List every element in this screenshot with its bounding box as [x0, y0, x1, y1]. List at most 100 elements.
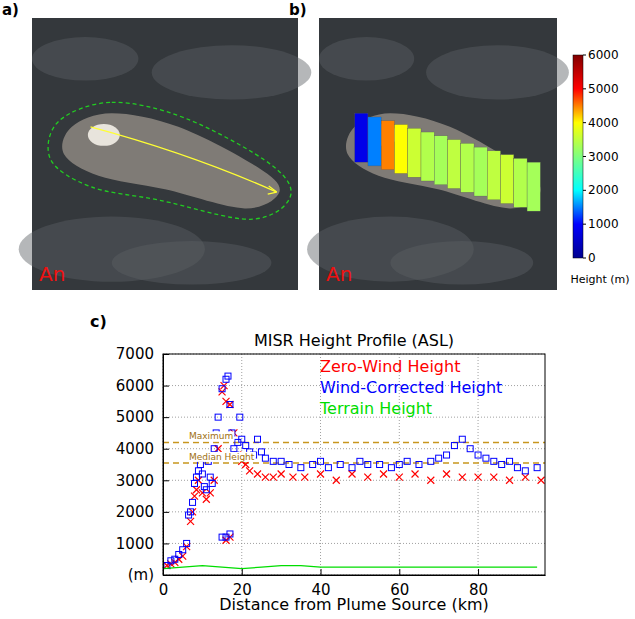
- point: [388, 465, 394, 471]
- point: [278, 470, 285, 477]
- chart-title: MISR Height Profile (ASL): [254, 331, 454, 350]
- grid: [163, 354, 545, 575]
- point: [318, 458, 324, 464]
- tick-label: 4000: [116, 440, 154, 458]
- point: [443, 470, 450, 477]
- point: [203, 496, 210, 503]
- height-cell: [408, 128, 421, 177]
- tick-mark: [163, 512, 169, 513]
- colorbar-tick-label: 2000: [588, 183, 619, 197]
- point: [451, 443, 457, 449]
- panel-letter: b): [289, 1, 307, 19]
- tick-label: 3000: [116, 472, 154, 490]
- colorbar-tick: [583, 258, 586, 259]
- height-cell: [421, 132, 434, 181]
- height-cell: [368, 117, 381, 166]
- colorbar-tick-label: 3000: [588, 150, 619, 164]
- series: [163, 382, 544, 569]
- point: [219, 534, 225, 540]
- tick-label: 7000: [116, 345, 154, 363]
- point: [219, 386, 225, 392]
- point: [349, 470, 356, 477]
- point: [215, 414, 221, 420]
- annotation: Maximum: [188, 431, 234, 441]
- plume: [346, 113, 541, 208]
- annotation-label: Median Height: [189, 452, 255, 462]
- point: [184, 540, 190, 546]
- legend-entry: Terrain Height: [319, 399, 432, 418]
- grid-line: [163, 511, 545, 512]
- point: [396, 462, 402, 468]
- point: [467, 446, 473, 452]
- axis-line: [164, 575, 546, 576]
- colorbar-tick: [583, 190, 586, 191]
- series: [163, 566, 537, 569]
- point: [416, 462, 422, 468]
- point: [179, 553, 186, 560]
- tick: (m): [128, 566, 169, 584]
- tick-mark: [163, 543, 169, 544]
- point: [197, 462, 203, 468]
- panel-letter: a): [2, 1, 19, 19]
- point: [459, 474, 466, 481]
- tick-mark: [163, 480, 169, 481]
- colorbar-tick: [583, 88, 586, 89]
- point: [242, 461, 249, 468]
- tick-mark: [242, 569, 243, 575]
- point: [239, 436, 245, 442]
- tick-mark: [478, 569, 479, 575]
- point: [333, 477, 340, 484]
- cloud: [112, 241, 272, 285]
- point: [246, 467, 253, 474]
- annotation-label: Maximum: [189, 431, 233, 441]
- tick-label: 0: [159, 581, 169, 599]
- point: [404, 458, 410, 464]
- colorbar-tick-label: 4000: [588, 116, 619, 130]
- height-cells: [355, 113, 541, 211]
- colorbar-title: Height (m): [570, 273, 629, 286]
- point: [514, 465, 520, 471]
- point: [301, 474, 308, 481]
- reference-line: [163, 442, 545, 444]
- terrain-line: [163, 566, 537, 569]
- colorbar-tick-label: 6000: [588, 48, 619, 62]
- panel-letter: c): [90, 312, 107, 331]
- point: [168, 558, 174, 564]
- annotation: Median Height: [188, 452, 256, 462]
- tick-label: (m): [128, 566, 154, 584]
- cloud: [390, 241, 533, 285]
- point: [412, 470, 419, 477]
- annotation-background: [188, 431, 234, 441]
- tick-mark: [163, 386, 169, 387]
- height-cell: [461, 143, 474, 192]
- point: [199, 471, 205, 477]
- point: [226, 401, 233, 408]
- height-cell: [381, 121, 394, 170]
- point: [459, 436, 465, 442]
- point: [436, 455, 442, 461]
- point: [187, 518, 194, 525]
- point: [506, 477, 513, 484]
- point: [475, 452, 481, 458]
- point: [270, 458, 276, 464]
- height-cell: [474, 147, 487, 196]
- point: [255, 436, 261, 442]
- tick: 2000: [116, 503, 169, 521]
- direction-arrow: [91, 127, 277, 192]
- tick-label: 2000: [116, 503, 154, 521]
- point: [262, 474, 269, 481]
- point: [188, 509, 194, 515]
- tick-mark: [399, 569, 400, 575]
- point: [534, 465, 540, 471]
- point: [499, 462, 505, 468]
- point: [193, 474, 199, 480]
- point: [475, 474, 482, 481]
- plume-outline: [48, 102, 291, 219]
- cloud: [32, 37, 138, 81]
- tick-mark: [163, 354, 169, 355]
- axis-line: [163, 355, 164, 576]
- colorbar-tick-label: 1000: [588, 217, 619, 231]
- tick: 4000: [116, 440, 169, 458]
- point: [211, 446, 217, 452]
- series: [164, 373, 540, 568]
